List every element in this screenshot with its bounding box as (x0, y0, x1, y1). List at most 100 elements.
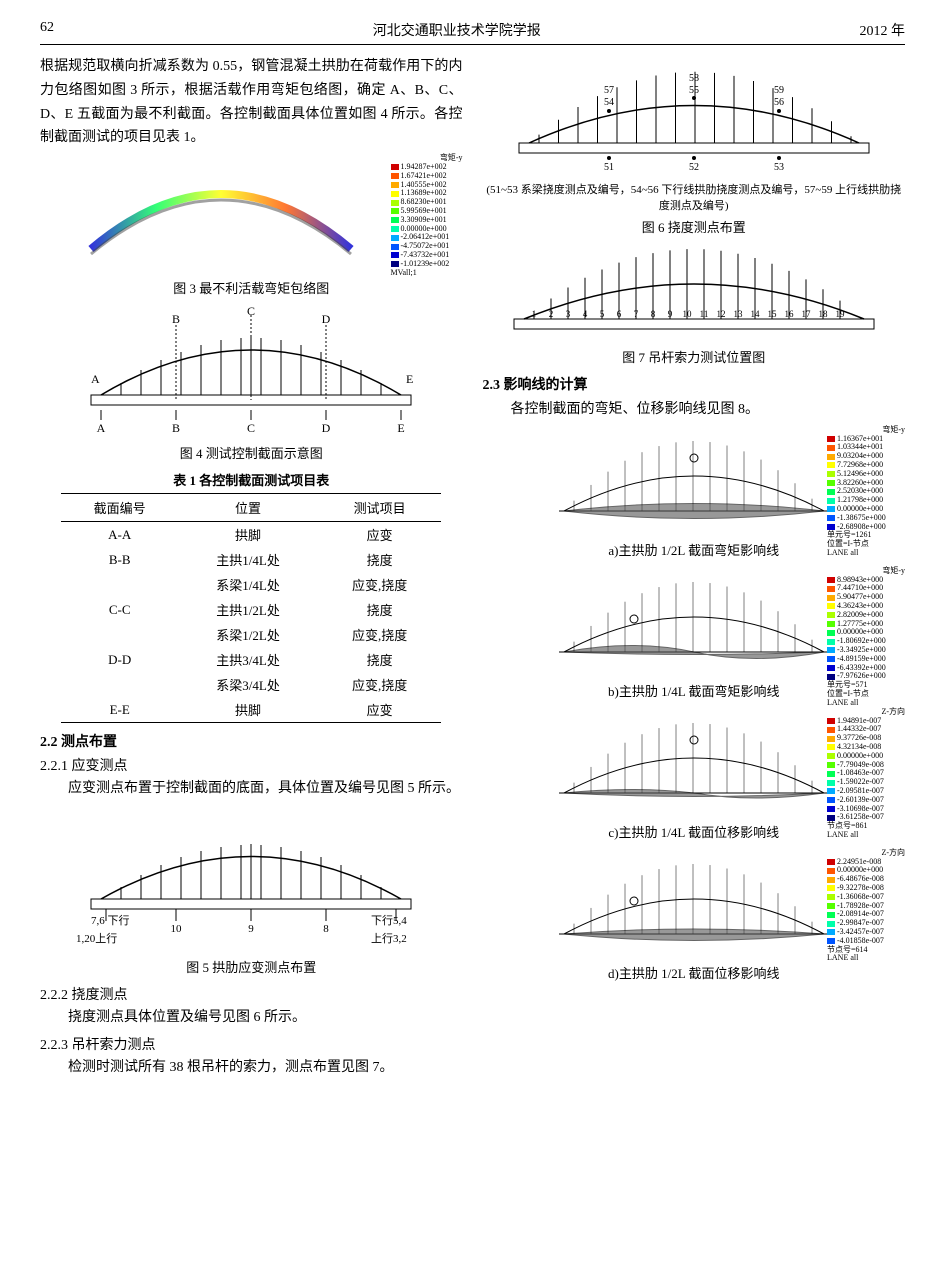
svg-text:1: 1 (532, 309, 537, 319)
svg-text:15: 15 (767, 309, 777, 319)
year: 2012 年 (860, 20, 906, 40)
svg-text:52: 52 (689, 162, 699, 173)
svg-text:9: 9 (249, 923, 255, 935)
table-cell: 应变,挠度 (318, 622, 441, 647)
table1: 截面编号 位置 测试项目 A-A拱脚应变B-B主拱1/4L处挠度系梁1/4L处应… (61, 493, 441, 723)
svg-text:10: 10 (171, 923, 183, 935)
influence-legend: Z-方向1.94891e-0071.44332e-0079.37726e-008… (827, 708, 905, 840)
sec221-heading: 2.2.1 应变测点 (40, 755, 463, 775)
left-column: 根据规范取横向折减系数为 0.55，钢管混凝土拱肋在荷载作用下的内力包络图如图 … (40, 55, 463, 1084)
svg-text:6: 6 (617, 309, 622, 319)
influence-caption: d)主拱肋 1/2L 截面位移影响线 (483, 963, 906, 982)
svg-text:5: 5 (600, 309, 605, 319)
intro-para: 根据规范取横向折减系数为 0.55，钢管混凝土拱肋在荷载作用下的内力包络图如图 … (40, 55, 463, 150)
table-cell: 应变 (318, 697, 441, 723)
table-cell: 系梁1/2L处 (178, 622, 318, 647)
page-number: 62 (40, 20, 54, 40)
fig3-legend: 弯矩-y 1.94287e+0021.67421e+0021.40555e+00… (391, 154, 463, 277)
svg-text:54: 54 (604, 97, 614, 108)
svg-text:12: 12 (716, 309, 725, 319)
svg-text:51: 51 (604, 162, 614, 173)
svg-text:13: 13 (733, 309, 743, 319)
table-cell (61, 622, 178, 647)
influence-legend: 弯矩-y1.16367e+0011.03344e+0019.03204e+000… (827, 426, 905, 558)
table-cell: D-D (61, 647, 178, 672)
fig4-caption: 图 4 测试控制截面示意图 (40, 443, 463, 462)
page-header: 62 河北交通职业技术学院学报 2012 年 (40, 20, 905, 45)
th-section: 截面编号 (61, 494, 178, 522)
table-cell: 应变 (318, 522, 441, 548)
svg-text:17: 17 (801, 309, 811, 319)
table-row: 系梁1/2L处应变,挠度 (61, 622, 441, 647)
table-cell: 挠度 (318, 647, 441, 672)
influence-svg (544, 567, 844, 677)
svg-text:7,6 下行: 7,6 下行 (91, 914, 130, 927)
sec222-para: 挠度测点具体位置及编号见图 6 所示。 (40, 1006, 463, 1030)
table-row: 系梁1/4L处应变,挠度 (61, 572, 441, 597)
sec22-heading: 2.2 测点布置 (40, 731, 463, 751)
table-cell: 主拱1/4L处 (178, 547, 318, 572)
svg-text:D: D (322, 421, 331, 435)
fig3-caption: 图 3 最不利活载弯矩包络图 (40, 278, 463, 297)
table-cell: B-B (61, 547, 178, 572)
table-cell: 主拱1/2L处 (178, 597, 318, 622)
svg-text:56: 56 (774, 97, 784, 108)
fig4-svg: B C D A E A B C D E (81, 305, 421, 435)
sec222-heading: 2.2.2 挠度测点 (40, 984, 463, 1004)
svg-text:A: A (91, 372, 100, 386)
table-cell: 应变,挠度 (318, 572, 441, 597)
svg-text:1,20上行: 1,20上行 (76, 932, 117, 945)
svg-text:14: 14 (750, 309, 760, 319)
svg-text:57: 57 (604, 85, 614, 96)
svg-text:3: 3 (566, 309, 571, 319)
table-cell (61, 572, 178, 597)
table-cell: 系梁3/4L处 (178, 672, 318, 697)
svg-text:7: 7 (634, 309, 639, 319)
svg-text:C: C (247, 421, 255, 435)
fig7-container: 12345678910111213141516171819 (483, 244, 906, 339)
fig4-container: B C D A E A B C D E (40, 305, 463, 435)
table-cell: 应变,挠度 (318, 672, 441, 697)
right-column: 57 54 58 55 59 56 51 52 53 (51~53 系梁挠度测点… (483, 55, 906, 1084)
svg-text:53: 53 (774, 162, 784, 173)
svg-text:D: D (322, 312, 331, 326)
journal-title: 河北交通职业技术学院学报 (373, 20, 541, 40)
influence-svg (544, 708, 844, 818)
influence-row: 弯矩-y1.16367e+0011.03344e+0019.03204e+000… (483, 426, 906, 536)
svg-text:A: A (97, 421, 106, 435)
svg-text:9: 9 (668, 309, 673, 319)
table-cell: 系梁1/4L处 (178, 572, 318, 597)
fig3-svg (71, 154, 431, 274)
th-position: 位置 (178, 494, 318, 522)
table1-title: 表 1 各控制截面测试项目表 (40, 470, 463, 489)
fig6-caption: 图 6 挠度测点布置 (483, 217, 906, 236)
sec223-para: 检测时测试所有 38 根吊杆的索力，测点布置见图 7。 (40, 1056, 463, 1080)
influence-row: Z-方向2.24951e-0080.00000e+000-6.48676e-00… (483, 849, 906, 959)
table-cell: E-E (61, 697, 178, 723)
table-cell: 拱脚 (178, 522, 318, 548)
fig5-container: 7,6 下行 10 9 8 下行5,4 1,20上行 上行3,2 (40, 809, 463, 949)
svg-text:2: 2 (549, 309, 554, 319)
sec23-para: 各控制截面的弯矩、位移影响线见图 8。 (483, 398, 906, 422)
fig5-svg: 7,6 下行 10 9 8 下行5,4 1,20上行 上行3,2 (71, 809, 431, 949)
table-cell: 主拱3/4L处 (178, 647, 318, 672)
influence-row: Z-方向1.94891e-0071.44332e-0079.37726e-008… (483, 708, 906, 818)
svg-text:8: 8 (324, 923, 330, 935)
sec223-heading: 2.2.3 吊杆索力测点 (40, 1034, 463, 1054)
svg-text:B: B (172, 421, 180, 435)
table-cell: 拱脚 (178, 697, 318, 723)
svg-text:E: E (406, 372, 413, 386)
table-cell: 挠度 (318, 547, 441, 572)
svg-text:59: 59 (774, 85, 784, 96)
th-item: 测试项目 (318, 494, 441, 522)
svg-text:4: 4 (583, 309, 588, 319)
svg-text:11: 11 (699, 309, 708, 319)
svg-text:55: 55 (689, 85, 699, 96)
fig6-container: 57 54 58 55 59 56 51 52 53 (483, 63, 906, 173)
fig3-container: 弯矩-y 1.94287e+0021.67421e+0021.40555e+00… (40, 154, 463, 274)
influence-legend: Z-方向2.24951e-0080.00000e+000-6.48676e-00… (827, 849, 905, 963)
table-row: C-C主拱1/2L处挠度 (61, 597, 441, 622)
svg-text:16: 16 (784, 309, 794, 319)
svg-text:18: 18 (818, 309, 828, 319)
table-row: D-D主拱3/4L处挠度 (61, 647, 441, 672)
